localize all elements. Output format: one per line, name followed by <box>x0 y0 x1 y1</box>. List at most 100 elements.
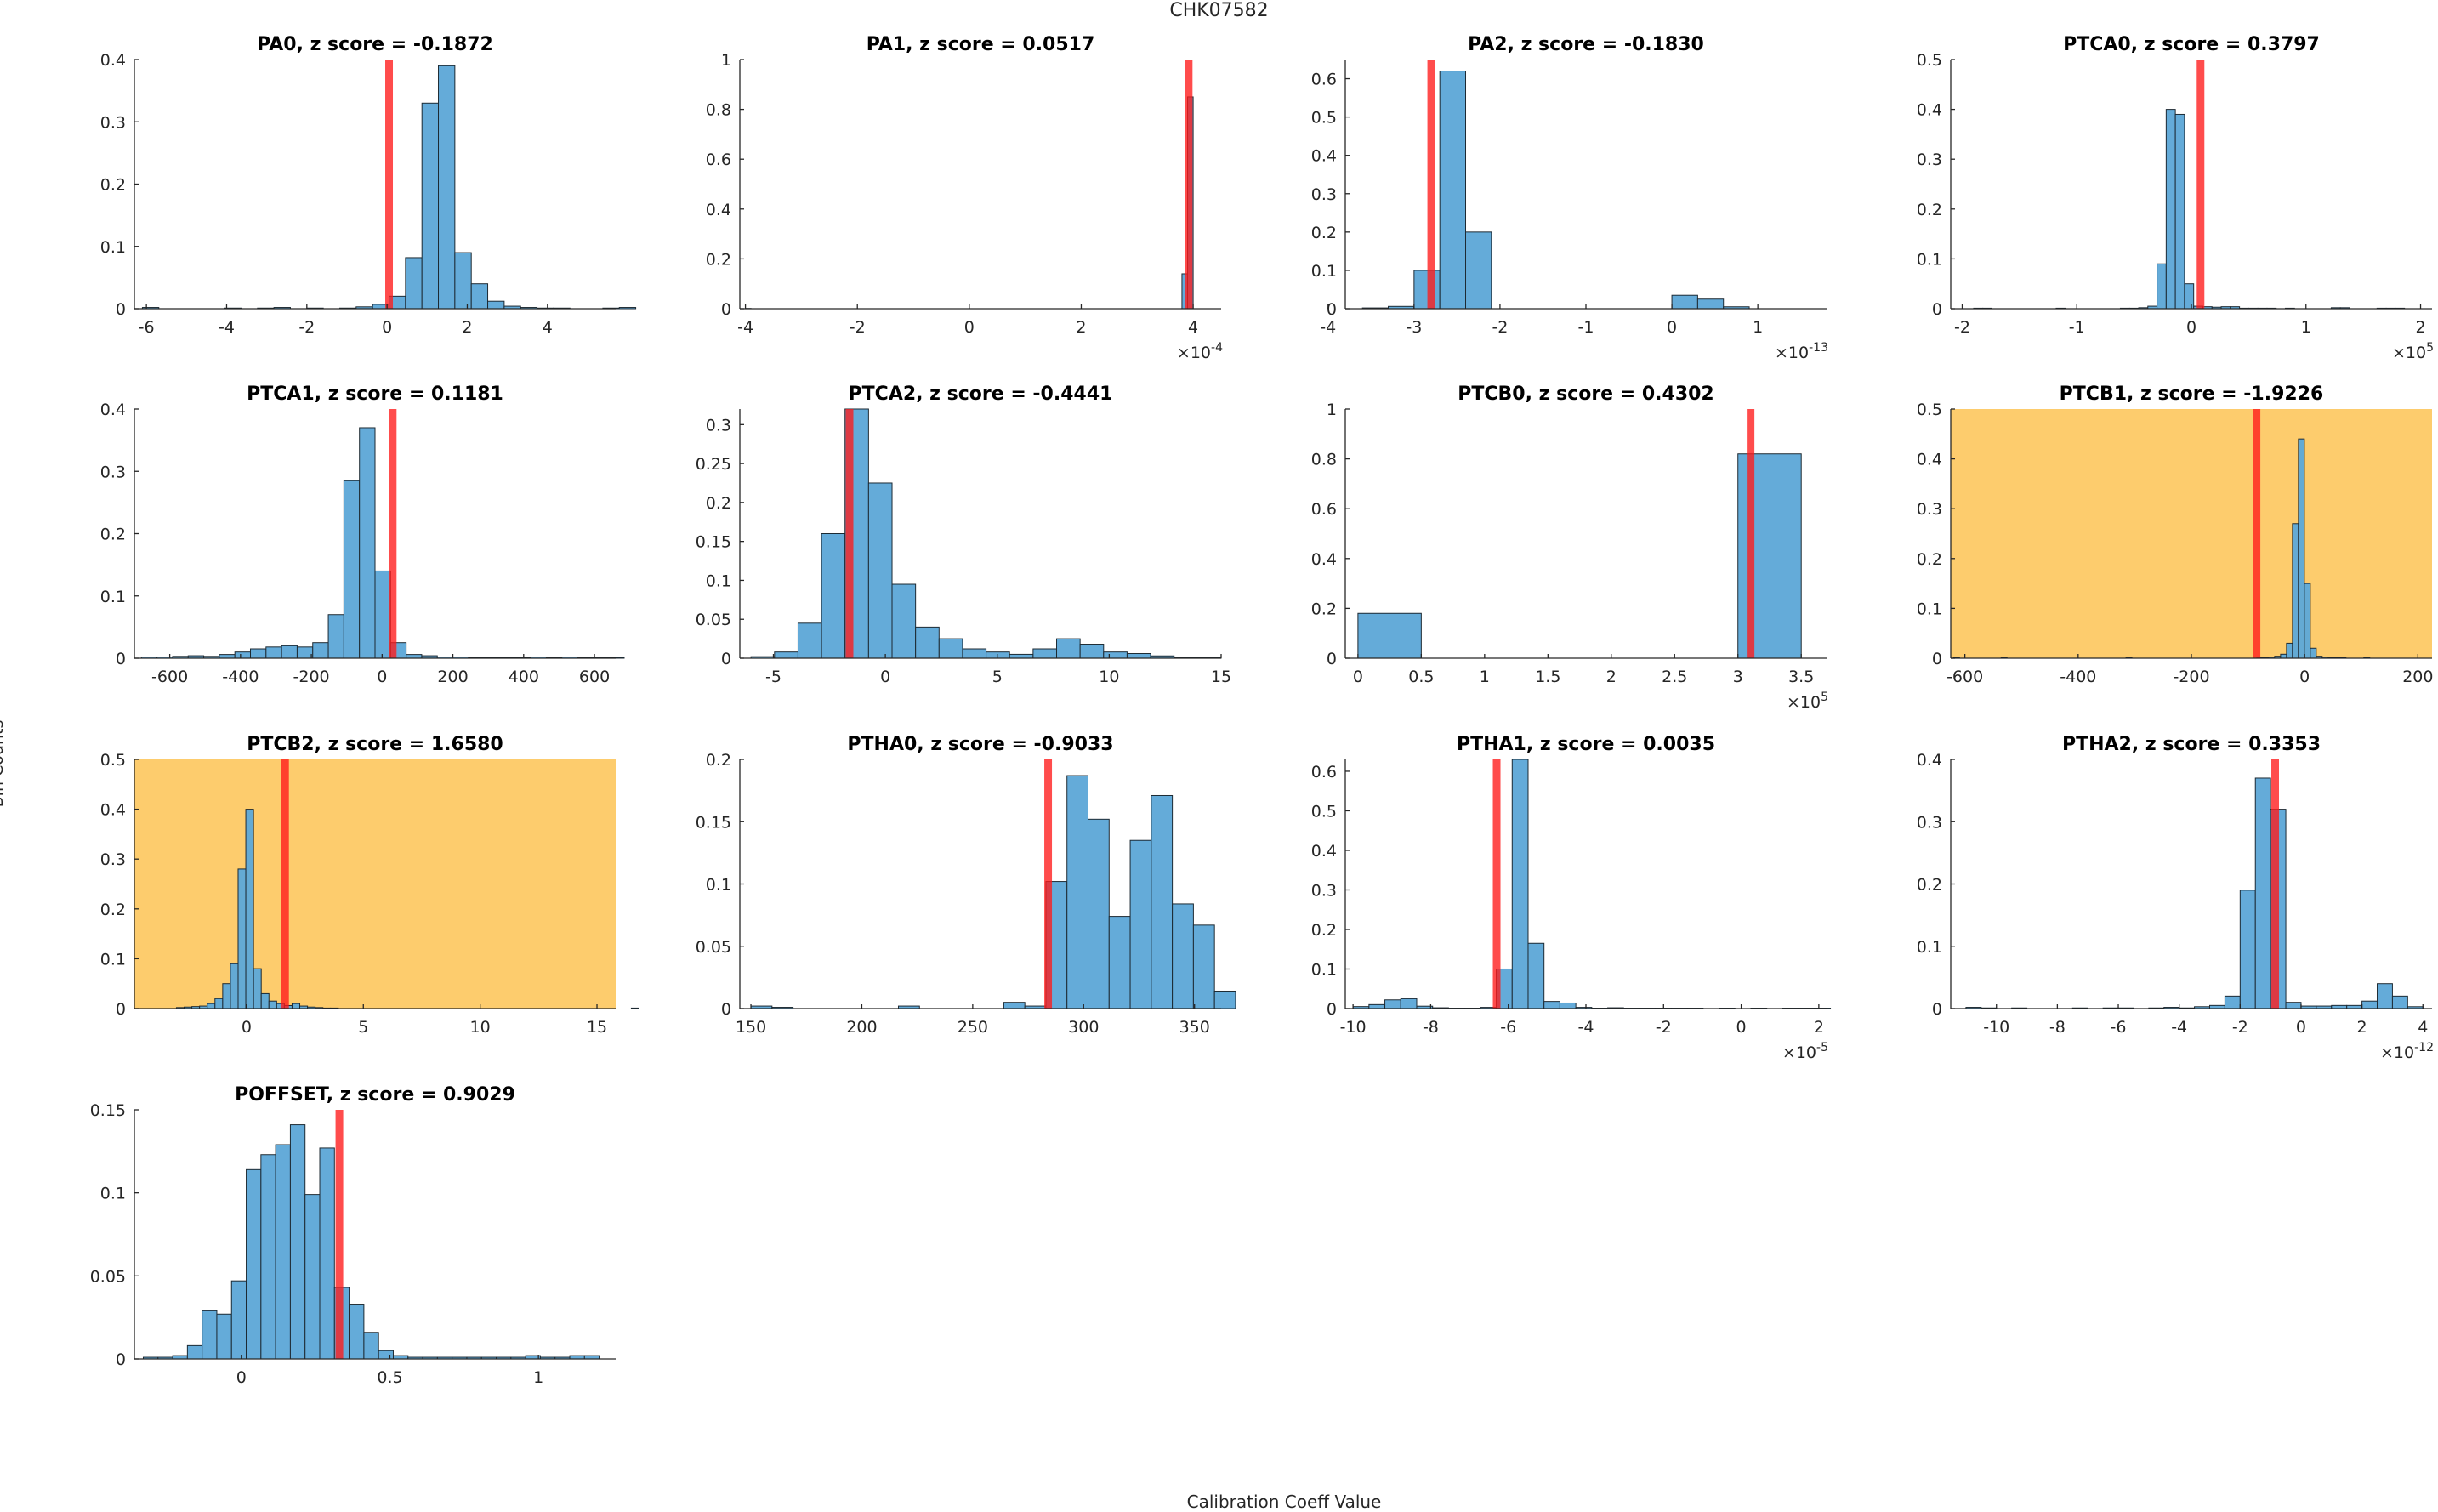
y-tick-label: 0.4 <box>1917 101 1942 120</box>
y-tick-label: 0.3 <box>1311 185 1337 204</box>
histogram-bar <box>1104 652 1128 658</box>
x-tick-label: 200 <box>846 1018 877 1037</box>
histogram-bar <box>1067 776 1088 1009</box>
coefficient-marker-line <box>2271 759 2279 1009</box>
x-tick-label: 0 <box>382 318 392 337</box>
histogram-bar <box>2185 284 2194 309</box>
y-tick-label: 0.2 <box>100 526 126 544</box>
x-tick-label: -2 <box>298 318 315 337</box>
y-tick-label: 0 <box>116 1350 126 1369</box>
y-tick-label: 0.2 <box>1917 550 1942 569</box>
y-tick-label: 0 <box>721 650 731 668</box>
x-tick-label: 2.5 <box>1662 668 1687 686</box>
y-tick-label: 0.6 <box>706 151 731 169</box>
y-tick-label: 0.05 <box>696 938 731 957</box>
x-exponent-label: ×105 <box>2392 341 2434 362</box>
x-tick-label: 0 <box>242 1018 252 1037</box>
y-tick-label: 0.15 <box>696 533 731 552</box>
histogram-bar <box>422 103 438 309</box>
histogram-bar <box>2286 1003 2301 1009</box>
y-tick-label: 0 <box>721 300 731 319</box>
histogram-bar <box>202 1310 217 1359</box>
coefficient-marker-line <box>846 409 854 658</box>
y-tick-label: 0.3 <box>100 850 126 869</box>
y-tick-label: 0.2 <box>706 250 731 269</box>
y-tick-label: 0 <box>1932 650 1942 668</box>
histogram-bar <box>488 301 504 309</box>
histogram-bar <box>207 1003 215 1009</box>
x-tick-label: -6 <box>1500 1018 1516 1037</box>
y-tick-label: 0 <box>1932 1000 1942 1019</box>
y-tick-label: 1 <box>1327 401 1337 419</box>
histogram-bar <box>320 1148 334 1359</box>
histogram-bar <box>986 652 1010 658</box>
histogram-bar <box>868 483 892 658</box>
coefficient-marker-line <box>389 409 396 658</box>
y-tick-label: 0.4 <box>100 401 126 419</box>
histogram-bar <box>1173 904 1194 1009</box>
histogram-bar <box>269 1001 276 1009</box>
histogram-bar <box>281 645 297 658</box>
x-tick-label: 0 <box>964 318 975 337</box>
x-tick-label: -1 <box>1578 318 1594 337</box>
x-tick-label: -400 <box>2060 668 2096 686</box>
x-tick-label: 1 <box>1480 668 1490 686</box>
y-tick-label: 0 <box>116 650 126 668</box>
x-tick-label: -6 <box>2111 1018 2127 1037</box>
x-tick-label: -8 <box>1423 1018 1439 1037</box>
x-tick-label: 300 <box>1068 1018 1099 1037</box>
y-tick-label: 0.1 <box>100 238 126 257</box>
y-tick-label: 0.1 <box>1917 600 1942 618</box>
x-tick-label: -200 <box>293 668 330 686</box>
histogram-bar <box>775 652 798 658</box>
outlier-highlight-background <box>134 759 616 1009</box>
histogram-bar <box>1214 991 1236 1009</box>
coefficient-marker-line <box>2196 60 2204 309</box>
x-exponent-label: ×10-13 <box>1775 341 1828 362</box>
histogram-title: PTHA1, z score = 0.0035 <box>1457 734 1715 755</box>
y-tick-label: 0.4 <box>706 201 731 219</box>
y-tick-label: 0.2 <box>706 494 731 513</box>
histogram-title: PTCA2, z score = -0.4441 <box>849 384 1113 405</box>
y-tick-label: 0.5 <box>1311 109 1337 128</box>
histogram-bar <box>2175 114 2185 309</box>
x-tick-label: 4 <box>543 318 553 337</box>
coefficient-marker-line <box>385 60 393 309</box>
histogram-title: PTCA0, z score = 0.3797 <box>2063 34 2320 55</box>
coefficient-marker-line <box>1428 60 1435 309</box>
histogram-bar <box>2240 890 2255 1009</box>
y-tick-label: 0.1 <box>706 876 731 895</box>
y-tick-label: 0.1 <box>100 588 126 606</box>
y-tick-label: 0 <box>1932 300 1942 319</box>
x-tick-label: 5 <box>992 668 1003 686</box>
histogram-bar <box>1401 998 1417 1009</box>
y-tick-label: 0.6 <box>1311 763 1337 782</box>
histogram-bar <box>266 647 281 658</box>
x-tick-label: -10 <box>1983 1018 2009 1037</box>
y-tick-label: 0.05 <box>696 611 731 629</box>
coefficient-marker-line <box>336 1110 344 1359</box>
y-tick-label: 0 <box>1327 1000 1337 1019</box>
histogram-bar <box>2225 996 2240 1009</box>
histogram-bar <box>1672 295 1697 309</box>
x-tick-label: -2 <box>2232 1018 2248 1037</box>
y-tick-label: 0 <box>1327 650 1337 668</box>
histogram-bar <box>439 65 455 309</box>
histogram-bar <box>276 1145 290 1359</box>
histogram-bar <box>1440 71 1465 309</box>
x-tick-label: 250 <box>958 1018 988 1037</box>
histogram-bar <box>406 258 422 309</box>
histogram-bar <box>2281 654 2287 658</box>
y-tick-label: 0.3 <box>706 416 731 435</box>
y-tick-label: 0.4 <box>1917 451 1942 469</box>
histogram-bar <box>2157 264 2167 309</box>
histogram-bar <box>406 655 422 658</box>
histogram-bar <box>364 1333 378 1359</box>
histogram-bar <box>2293 524 2299 658</box>
x-exponent-label: ×10-5 <box>1782 1041 1828 1062</box>
y-tick-label: 0.2 <box>100 901 126 919</box>
